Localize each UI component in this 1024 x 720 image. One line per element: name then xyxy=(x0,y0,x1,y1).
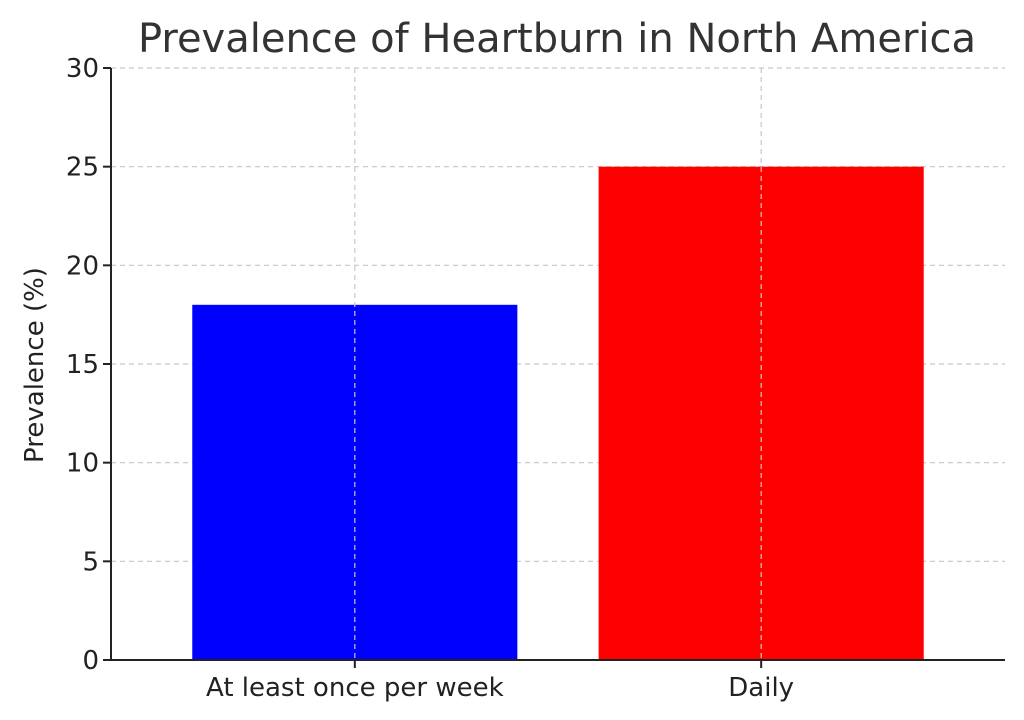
y-tick-label: 5 xyxy=(82,547,99,577)
axes: 0 5 10 15 20 25 30 At least once per week Daily xyxy=(66,54,1005,703)
x-tick-label: At least once per week xyxy=(206,673,504,703)
y-tick-label: 10 xyxy=(66,449,99,479)
y-tick-label: 15 xyxy=(66,350,99,380)
y-tick-label: 20 xyxy=(66,251,99,281)
x-tick-label: Daily xyxy=(728,673,794,703)
y-axis-label: Prevalence (%) xyxy=(20,267,50,463)
y-tick-label: 25 xyxy=(66,153,99,183)
chart-title: Prevalence of Heartburn in North America xyxy=(138,16,976,62)
bars xyxy=(192,166,924,660)
y-tick-label: 30 xyxy=(66,54,99,84)
y-tick-label: 0 xyxy=(82,646,99,676)
